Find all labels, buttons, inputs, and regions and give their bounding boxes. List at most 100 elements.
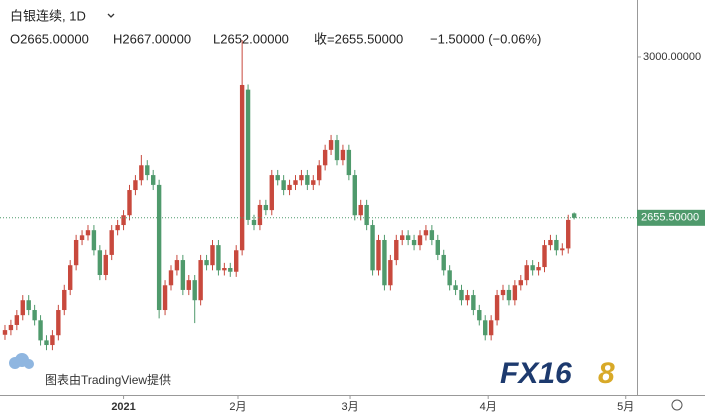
candle-body xyxy=(216,245,221,271)
price-label-box xyxy=(637,209,705,226)
candle-body xyxy=(376,239,381,271)
logo: FX16 xyxy=(500,357,572,390)
candle-body xyxy=(494,295,500,321)
candle-body xyxy=(500,289,506,296)
candle-body xyxy=(56,310,61,336)
watermark-icon xyxy=(9,353,34,369)
candle-body xyxy=(133,180,138,191)
candle-body xyxy=(263,204,269,211)
candle-body xyxy=(151,175,156,185)
candle-body xyxy=(417,235,423,246)
candle-body xyxy=(429,230,435,240)
y-tick-label: 3000.00000 xyxy=(643,51,701,63)
candle-body xyxy=(2,330,8,335)
dropdown-icon[interactable] xyxy=(107,13,115,18)
candle-body xyxy=(91,230,97,251)
candle-body xyxy=(14,315,20,325)
candle-body xyxy=(512,285,518,301)
candle-body xyxy=(477,310,482,321)
x-tick-label: 4月 xyxy=(480,401,497,413)
candle-body xyxy=(382,239,387,286)
candle-body xyxy=(299,175,304,181)
candle-body xyxy=(536,267,541,271)
x-tick-label: 2月 xyxy=(229,401,246,413)
candle-body xyxy=(287,184,292,191)
candle-body xyxy=(305,175,310,185)
candle-body xyxy=(210,245,215,266)
candle-body xyxy=(26,300,31,311)
candle-body xyxy=(245,89,251,220)
candle-body xyxy=(50,335,55,346)
candle-body xyxy=(560,248,565,251)
candle-body xyxy=(548,239,553,246)
candle-body xyxy=(459,289,464,301)
candle-body xyxy=(364,204,369,226)
candle-body xyxy=(471,295,476,311)
candle-body xyxy=(186,280,191,290)
candle-body xyxy=(328,140,334,150)
header-close: 收=2655.50000 xyxy=(314,31,403,46)
candle-body xyxy=(394,239,399,261)
candle-body xyxy=(156,184,162,311)
candle-body xyxy=(269,175,274,211)
header-high: H2667.00000 xyxy=(113,31,191,46)
header-low: L2652.00000 xyxy=(213,31,289,46)
candle-body xyxy=(281,180,286,191)
x-tick-label: 5月 xyxy=(617,401,634,413)
candle-body xyxy=(222,268,227,271)
x-tick-label: 3月 xyxy=(341,401,358,413)
logo-accent: 8 xyxy=(598,357,615,390)
candle-body xyxy=(334,140,340,161)
candle-body xyxy=(447,270,452,286)
header-change: −1.50000 (−0.06%) xyxy=(430,31,541,46)
candle-body xyxy=(435,239,440,255)
candle-body xyxy=(506,289,512,301)
candle-body xyxy=(311,180,316,185)
candle-body xyxy=(465,295,470,301)
candle-body xyxy=(239,84,245,251)
candle-body xyxy=(62,289,67,311)
candle-body xyxy=(121,215,126,226)
candle-body xyxy=(340,149,346,161)
candle-body xyxy=(530,265,535,271)
settings-icon[interactable] xyxy=(671,399,683,411)
candle-body xyxy=(524,265,529,281)
header-open: O2665.00000 xyxy=(10,31,89,46)
candle-body xyxy=(85,230,91,236)
candle-body xyxy=(453,285,458,290)
candle-body xyxy=(388,260,393,286)
candle-body xyxy=(32,310,37,321)
candle-body xyxy=(44,340,49,346)
candle-body xyxy=(180,260,186,290)
candle-body xyxy=(411,239,417,246)
candle-body xyxy=(162,285,168,311)
candle-body xyxy=(293,180,298,185)
candle-body xyxy=(192,280,197,301)
candle-body xyxy=(67,265,73,290)
candle-body xyxy=(571,213,577,218)
candle-body xyxy=(115,225,120,231)
candle-body xyxy=(109,230,114,255)
candle-body xyxy=(73,239,79,266)
watermark: 图表由TradingView提供 xyxy=(45,372,171,387)
candle-body xyxy=(38,320,43,341)
candle-body xyxy=(488,320,494,336)
candle-body xyxy=(127,190,132,216)
x-tick-label: 2021 xyxy=(111,401,135,413)
candle-body xyxy=(566,219,571,249)
candle-body xyxy=(275,175,280,181)
candle-body xyxy=(554,239,559,251)
candle-body xyxy=(251,219,257,226)
candle-body xyxy=(103,254,108,276)
candle-body xyxy=(483,320,488,336)
price-label: 2655.50000 xyxy=(641,212,699,224)
candle-body xyxy=(518,280,523,286)
candle-body xyxy=(228,268,233,272)
candle-body xyxy=(20,300,25,316)
candle-body xyxy=(139,165,144,181)
candle-body xyxy=(441,254,446,271)
candle-body xyxy=(370,225,375,271)
candle-body xyxy=(423,230,429,236)
